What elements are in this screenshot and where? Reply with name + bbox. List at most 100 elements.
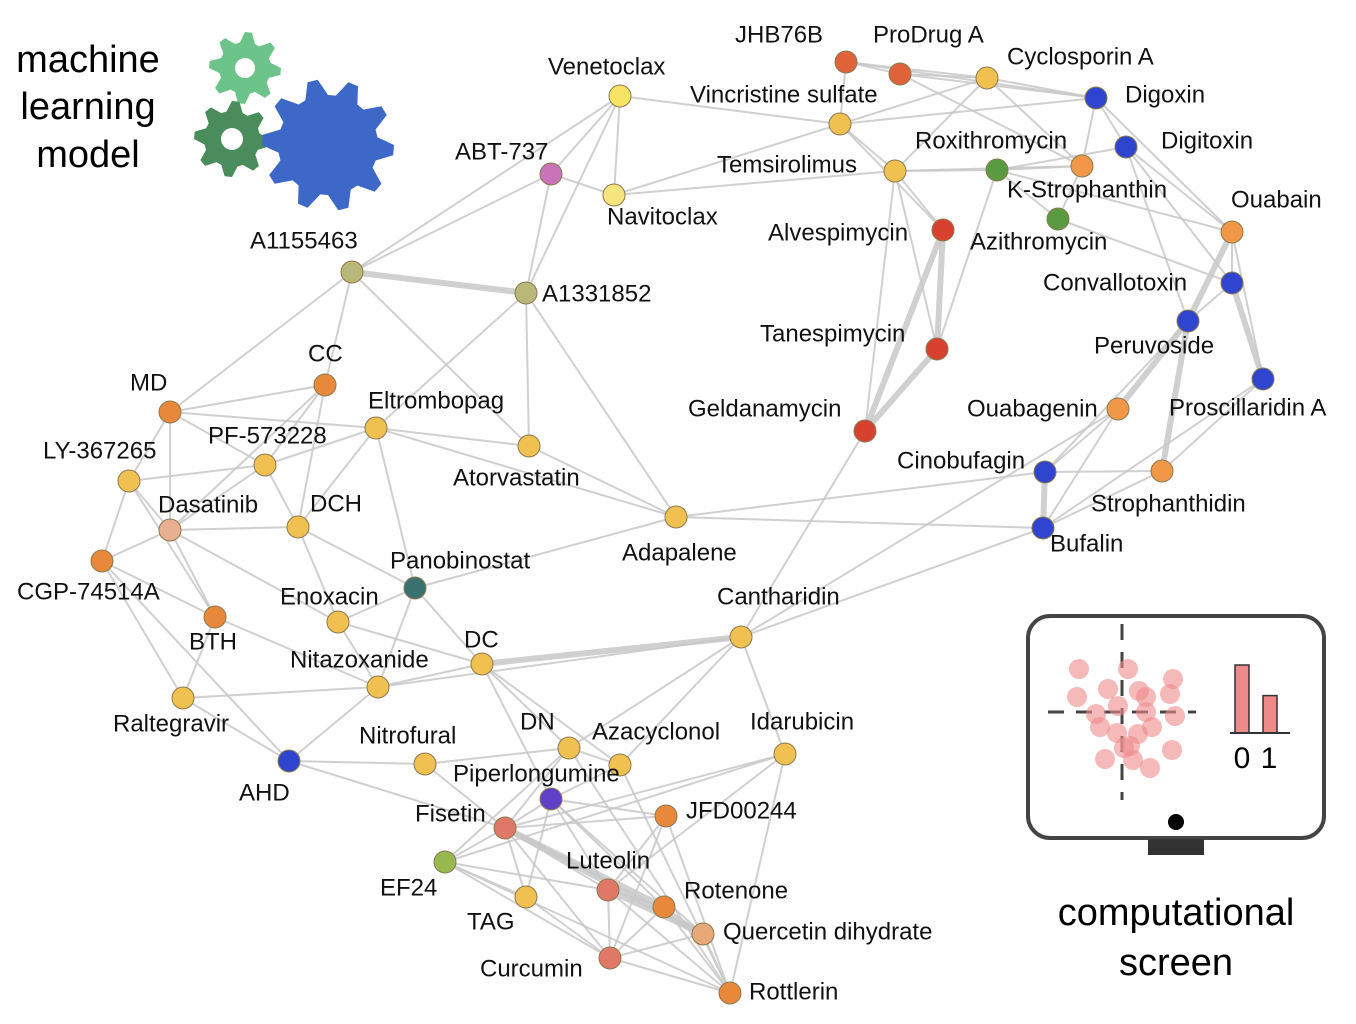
node-idarubicin[interactable]: [773, 742, 797, 766]
node-label-ef24: EF24: [380, 874, 437, 901]
node-cantharidin[interactable]: [729, 625, 753, 649]
edge-enoxacin-dc: [337, 621, 483, 665]
edge-nitrofural-fisetin: [424, 763, 506, 829]
node-geldanamycin[interactable]: [853, 419, 877, 443]
node-enoxacin[interactable]: [326, 610, 350, 634]
node-strophanthidin[interactable]: [1150, 459, 1174, 483]
node-ouabain[interactable]: [1220, 220, 1244, 244]
node-md[interactable]: [158, 400, 182, 424]
node-prodrug-a[interactable]: [888, 62, 912, 86]
edge-cc-dasatinib: [169, 384, 326, 531]
node-label-a1331852: A1331852: [542, 280, 651, 307]
scatter-point: [1163, 669, 1183, 689]
node-bufalin[interactable]: [1031, 516, 1055, 540]
node-cinobufagin[interactable]: [1033, 460, 1057, 484]
node-label-eltrombopag: Eltrombopag: [368, 387, 504, 414]
node-venetoclax[interactable]: [608, 84, 632, 108]
node-alvespimycin[interactable]: [931, 218, 955, 242]
node-azithromycin[interactable]: [1046, 207, 1070, 231]
node-dch[interactable]: [286, 515, 310, 539]
node-abt-737[interactable]: [539, 162, 563, 186]
node-dn[interactable]: [557, 736, 581, 760]
node-nitrofural[interactable]: [413, 752, 437, 776]
node-label-ouabain: Ouabain: [1231, 186, 1322, 213]
edge-peruvoside-ouabagenin: [1115, 319, 1191, 411]
node-temsirolimus[interactable]: [883, 159, 907, 183]
node-nitazoxanide[interactable]: [366, 675, 390, 699]
edge-azacyclonol-piperlongumine: [550, 764, 621, 800]
node-eltrombopag[interactable]: [364, 416, 388, 440]
node-adapalene[interactable]: [664, 505, 688, 529]
node-jfd00244[interactable]: [654, 804, 678, 828]
edge-abt-737-a1331852: [525, 173, 552, 294]
node-curcumin[interactable]: [598, 946, 622, 970]
edge-cyclosporin-a-temsirolimus: [894, 77, 988, 172]
node-convallotoxin[interactable]: [1220, 271, 1244, 295]
edge-eltrombopag-pf-573228: [264, 427, 377, 466]
node-jhb76b[interactable]: [834, 50, 858, 74]
node-ouabagenin[interactable]: [1106, 397, 1130, 421]
node-digitoxin[interactable]: [1114, 135, 1138, 159]
node-fisetin[interactable]: [493, 816, 517, 840]
node-ef24[interactable]: [433, 850, 457, 874]
edge-geldanamycin-temsirolimus: [864, 170, 896, 432]
screen-caption-line2: screen: [1119, 942, 1233, 984]
node-label-jfd00244: JFD00244: [686, 797, 797, 824]
node-label-dn: DN: [520, 708, 555, 735]
node-label-digoxin: Digoxin: [1125, 81, 1205, 108]
node-luteolin[interactable]: [596, 878, 620, 902]
edge-quercetin-dihydrate-curcumin: [609, 933, 704, 959]
node-pf-573228[interactable]: [253, 453, 277, 477]
node-label-pf-573228: PF-573228: [208, 422, 327, 449]
screen-caption-line1: computational: [1058, 892, 1295, 934]
node-dasatinib[interactable]: [158, 518, 182, 542]
node-cgp-74514a[interactable]: [90, 549, 114, 573]
node-roxithromycin[interactable]: [1070, 154, 1094, 178]
blue-gear-icon: [262, 79, 394, 211]
node-quercetin-dihydrate[interactable]: [691, 922, 715, 946]
node-dc[interactable]: [470, 652, 494, 676]
node-peruvoside[interactable]: [1176, 309, 1200, 333]
edge-cgp-74514a-bth: [101, 560, 216, 618]
node-cc[interactable]: [313, 373, 337, 397]
node-bth[interactable]: [203, 605, 227, 629]
node-vincristine-sulfate[interactable]: [828, 112, 852, 136]
node-tanespimycin[interactable]: [925, 337, 949, 361]
node-k-strophanthin[interactable]: [985, 158, 1009, 182]
node-proscillaridin-a[interactable]: [1251, 367, 1275, 391]
node-piperlongumine[interactable]: [539, 787, 563, 811]
edge-raltegravir-ahd: [182, 697, 290, 762]
node-a1155463[interactable]: [340, 260, 364, 284]
node-label-ouabagenin: Ouabagenin: [967, 395, 1098, 422]
node-tag[interactable]: [514, 885, 538, 909]
node-label-alvespimycin: Alvespimycin: [768, 219, 908, 246]
node-rottlerin[interactable]: [718, 981, 742, 1005]
node-label-cgp-74514a: CGP-74514A: [17, 578, 160, 605]
node-rotenone[interactable]: [652, 895, 676, 919]
node-ahd[interactable]: [277, 749, 301, 773]
node-label-azithromycin: Azithromycin: [970, 228, 1107, 255]
node-ly-367265[interactable]: [117, 469, 141, 493]
node-cyclosporin-a[interactable]: [975, 66, 999, 90]
edge-cc-pf-573228: [264, 384, 326, 466]
node-panobinostat[interactable]: [403, 576, 427, 600]
edge-venetoclax-vincristine-sulfate: [619, 95, 841, 125]
edge-a1155463-md: [169, 271, 353, 413]
node-a1331852[interactable]: [514, 281, 538, 305]
node-navitoclax[interactable]: [602, 183, 626, 207]
node-label-md: MD: [130, 369, 167, 396]
edge-md-ly-367265: [128, 411, 171, 482]
edge-temsirolimus-alvespimycin: [894, 170, 944, 231]
edge-tanespimycin-geldanamycin: [862, 347, 940, 433]
edge-nitrofural-dn: [424, 747, 570, 765]
node-label-a1155463: A1155463: [250, 227, 358, 254]
node-digoxin[interactable]: [1084, 86, 1108, 110]
node-azacyclonol[interactable]: [608, 753, 632, 777]
edge-fisetin-dn: [504, 747, 570, 829]
node-label-nitazoxanide: Nitazoxanide: [290, 646, 429, 673]
node-atorvastatin[interactable]: [517, 434, 541, 458]
edge-navitoclax-cyclosporin-a: [613, 77, 988, 196]
node-label-raltegravir: Raltegravir: [113, 710, 229, 737]
edge-adapalene-atorvastatin: [528, 445, 677, 518]
node-raltegravir[interactable]: [171, 686, 195, 710]
